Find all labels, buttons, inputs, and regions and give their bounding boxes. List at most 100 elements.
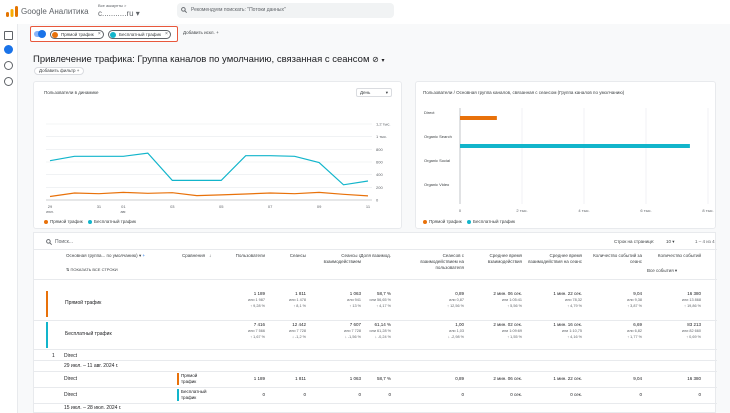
y-tick-label: 1,2 тыс. [376, 122, 391, 127]
segment-bar [177, 389, 179, 401]
compare-header: Сравнения [182, 253, 206, 258]
metric-header[interactable]: Количество событий за сеанс [593, 253, 642, 264]
line-chart-legend: Прямой трафик Бесплатный трафик [44, 219, 136, 224]
summary-value: 9,04 [633, 291, 642, 296]
reports-icon[interactable] [4, 45, 13, 54]
row-dimension: Direct [64, 392, 78, 398]
dropdown-arrow-icon: ▾ [385, 90, 388, 95]
summary-label-direct: Прямой трафик [65, 300, 102, 306]
row-value: 0 [639, 392, 642, 397]
close-icon[interactable]: × [165, 31, 168, 37]
summary-compare-value: или 9,38 [627, 298, 642, 302]
series-line-1[interactable] [49, 152, 369, 186]
summary-change: ↑ 12,56 % [447, 304, 464, 308]
legend-dot [44, 219, 48, 224]
legend-dot [423, 219, 427, 224]
bar-chart: 0 2 тыс. 4 тыс. 6 тыс. 8 тыс. Direct Organic S… [424, 108, 714, 213]
summary-compare-value: или 82 660 [681, 329, 701, 333]
summary-compare-value: или 7 566 [247, 329, 265, 333]
summary-value: 61,14 % [374, 322, 391, 327]
comparison-toggle[interactable] [34, 30, 46, 38]
bar-1-1[interactable] [460, 144, 690, 148]
plus-icon[interactable]: + [142, 253, 146, 258]
advertising-icon[interactable] [4, 77, 13, 86]
comparison-chip-direct[interactable]: Прямой трафик × [50, 30, 104, 39]
close-icon[interactable]: × [97, 31, 101, 37]
left-nav [0, 24, 18, 413]
summary-compare-value: или 7 728 [288, 329, 306, 333]
row-segment: Бесплатный трафик [181, 389, 207, 400]
category-label: Organic Video [424, 182, 450, 187]
metric-header[interactable]: Сеансы с взаимодействием [323, 253, 361, 264]
sort-arrow-icon: ↓ [209, 253, 212, 258]
rows-per-page-select[interactable]: 10 ▾ [666, 239, 675, 244]
summary-value: 2 мин. 06 сек. [493, 291, 522, 296]
x-tick-label: 6 тыс. [640, 208, 651, 213]
divider [34, 279, 717, 280]
row-value: 0 [262, 392, 265, 397]
metric-header[interactable]: Доля взаимод. [360, 253, 391, 258]
analytics-logo[interactable] [6, 6, 18, 17]
divider [34, 403, 717, 404]
explore-icon[interactable] [4, 61, 13, 70]
legend-item[interactable]: Бесплатный трафик [467, 219, 515, 224]
table-row[interactable]: Direct Прямой трафик [34, 373, 717, 385]
summary-value: 2 мин. 02 сек. [493, 322, 522, 327]
series-line-0[interactable] [49, 191, 369, 198]
chevron-down-icon[interactable]: ▾ [381, 58, 385, 64]
table-search-placeholder: Поиск... [55, 239, 74, 245]
summary-compare-value: или 0,87 [449, 298, 464, 302]
row-value: 0 сек. [570, 392, 582, 397]
legend-item[interactable]: Прямой трафик [44, 219, 83, 224]
comparison-chip-organic[interactable]: Бесплатный трафик × [108, 30, 171, 39]
table-row[interactable]: Direct Бесплатный трафик [34, 389, 717, 401]
check-circle-icon[interactable]: ⊘ [372, 55, 379, 64]
summary-value: 83 213 [687, 322, 701, 327]
divider [34, 249, 717, 250]
arrows-icon: ⇅ [66, 267, 70, 272]
summary-value: 7 416 [253, 322, 265, 327]
property-selector[interactable]: с...........ru ▾ [98, 9, 140, 18]
segment-bar [177, 373, 179, 385]
dimension-header[interactable]: Основная группа... по умолчанию) ▾ + [66, 253, 146, 258]
home-icon[interactable] [4, 31, 13, 40]
metric-header[interactable]: Среднее время взаимодействия на сеанс [528, 253, 582, 264]
bar-chart-legend: Прямой трафик Бесплатный трафик [423, 219, 515, 224]
y-tick-label: 0 [376, 198, 379, 203]
account-breadcrumb[interactable]: Все аккаунты > [98, 3, 127, 8]
granularity-dropdown[interactable]: День ▾ [356, 88, 392, 97]
metric-header[interactable]: Сеансов с взаимодействием на пользовател… [420, 253, 464, 270]
events-filter-select[interactable]: Все события ▾ [647, 268, 678, 273]
summary-label-organic: Бесплатный трафик [65, 331, 112, 337]
row-value: 1 189 [253, 376, 265, 381]
legend-item[interactable]: Прямой трафик [423, 219, 462, 224]
summary-change: ↓ -1,56 % [344, 335, 361, 339]
y-tick-label: 400 [376, 172, 383, 177]
row-value: 16 380 [687, 376, 701, 381]
x-tick-label: 09 [317, 204, 322, 209]
show-all-rows-button[interactable]: ⇅ ПОКАЗАТЬ ВСЕ СТРОКИ [66, 267, 118, 272]
row-value: 0 [461, 392, 464, 397]
x-tick-label: 0 [459, 208, 462, 213]
summary-change: ↓ -2,98 % [447, 335, 464, 339]
summary-change: ↑ 4,17 % [376, 304, 391, 308]
metric-header[interactable]: Сеансы [289, 253, 306, 258]
chip-label: Бесплатный трафик [119, 32, 161, 37]
add-comparison-button[interactable]: Добавить искл. + [183, 30, 219, 35]
metric-header[interactable]: Пользователи [235, 253, 265, 258]
table-search[interactable]: Поиск... [46, 238, 196, 247]
search-input[interactable]: Рекомендуем поискать: "Потоки данных" [177, 3, 394, 18]
summary-change: ↑ 13 % [349, 304, 361, 308]
x-tick-label: 03 [170, 204, 175, 209]
summary-compare-value: или 1,03 [449, 329, 464, 333]
bar-0-0[interactable] [460, 116, 497, 120]
x-tick-month: авг. [120, 210, 126, 214]
metric-header[interactable]: Среднее время взаимодействия [487, 253, 522, 264]
summary-compare-value: или 6,82 [627, 329, 642, 333]
top-bar: Google Аналитика Все аккаунты > с.......… [0, 0, 730, 24]
add-filter-button[interactable]: Добавить фильтр + [34, 67, 85, 75]
metric-header[interactable]: Количество событий [657, 253, 701, 258]
x-tick-label: 11 [366, 204, 371, 209]
plus-icon: + [216, 30, 219, 35]
legend-item[interactable]: Бесплатный трафик [88, 219, 136, 224]
